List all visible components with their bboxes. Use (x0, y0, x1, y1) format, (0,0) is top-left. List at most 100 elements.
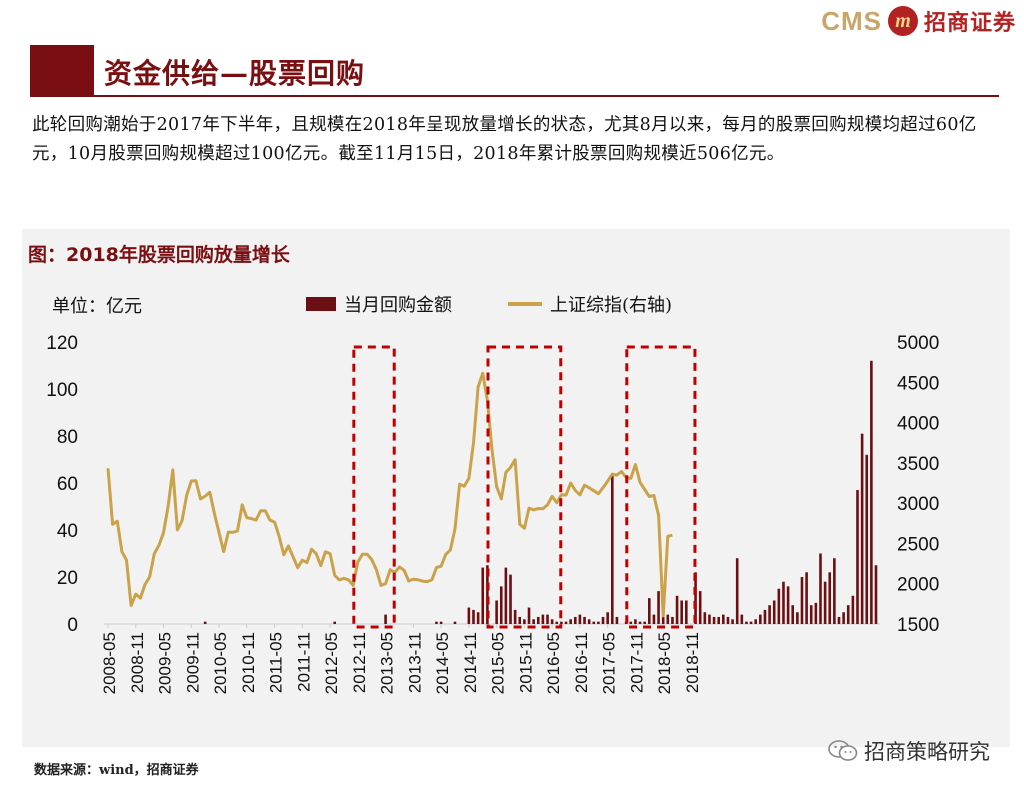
bar-mark (629, 621, 633, 624)
x-tick-label: 2012-05 (322, 632, 341, 694)
bar-mark (499, 586, 503, 624)
bar-mark (865, 454, 869, 624)
x-tick-label: 2015-11 (516, 632, 535, 693)
header-accent-block (30, 45, 94, 97)
x-tick-label: 2011-05 (267, 632, 286, 693)
right-tick-label: 5000 (897, 333, 939, 354)
summary-paragraph: 此轮回购潮始于2017年下半年，且规模在2018年呈现放量增长的状态，尤其8月以… (32, 115, 977, 164)
bar-mark (759, 614, 762, 624)
bar-mark (837, 616, 841, 624)
legend-line-label: 上证综指(右轴) (550, 295, 673, 316)
bar-mark (523, 619, 526, 624)
legend-line-swatch (508, 302, 542, 306)
bar-mark (828, 572, 832, 624)
bar-mark (439, 621, 443, 624)
right-tick-label: 1500 (897, 615, 939, 636)
bar-mark (763, 609, 767, 624)
bar-mark (768, 605, 771, 624)
right-tick-label: 3500 (897, 454, 939, 475)
bar-mark (657, 591, 660, 624)
x-tick-label: 2013-05 (378, 632, 397, 694)
watermark: 招商策略研究 (828, 736, 990, 766)
bar-mark (685, 600, 688, 624)
bar-mark (749, 621, 753, 624)
bar-mark (675, 595, 679, 624)
bar-mark (467, 607, 471, 624)
left-tick-label: 20 (57, 568, 78, 589)
source-note: 数据来源：wind，招商证券 (34, 763, 199, 778)
bar-mark (722, 614, 725, 624)
bar-mark (606, 612, 609, 624)
bar-mark (851, 595, 855, 624)
right-tick-label: 2500 (897, 534, 939, 555)
legend-bar-label: 当月回购金额 (344, 295, 452, 316)
x-tick-label: 2010-11 (239, 632, 258, 693)
bar-mark (203, 621, 207, 624)
left-tick-label: 60 (57, 474, 78, 495)
bar-mark (615, 616, 619, 624)
bar-mark (703, 612, 707, 624)
bar-mark (592, 621, 596, 624)
bar-mark (809, 605, 813, 624)
x-tick-label: 2018-11 (683, 632, 702, 693)
x-tick-label: 2009-11 (183, 632, 202, 693)
chart-title: 图：2018年股票回购放量增长 (28, 244, 290, 266)
bar-mark (860, 433, 864, 624)
bar-mark (652, 614, 656, 624)
bar-mark (666, 614, 670, 624)
highlight-box (625, 345, 697, 629)
legend-item-bars: 当月回购金额 (306, 291, 452, 317)
bar-mark (740, 614, 744, 624)
x-tick-label: 2014-05 (433, 632, 452, 694)
left-tick-label: 0 (67, 615, 78, 636)
bar-mark (476, 612, 480, 624)
legend-bar-swatch (306, 297, 336, 311)
bar-mark (486, 565, 489, 624)
bar-mark (735, 558, 739, 624)
bar-mark (726, 616, 730, 624)
bar-mark (698, 591, 702, 624)
bar-mark (796, 612, 799, 624)
highlight-box (352, 345, 396, 629)
bar-mark (518, 616, 522, 624)
left-tick-label: 40 (57, 521, 78, 542)
bar-mark (481, 567, 485, 624)
bar-mark (532, 619, 535, 624)
x-tick-label: 2010-05 (211, 632, 230, 694)
bar-mark (777, 588, 781, 624)
bar-mark (573, 616, 577, 624)
bar-mark (504, 567, 508, 624)
x-tick-label: 2014-11 (461, 632, 480, 693)
header-divider (94, 95, 999, 97)
bar-mark (384, 614, 387, 624)
bar-mark (870, 360, 873, 624)
bar-mark (509, 574, 512, 624)
bar-mark (541, 614, 545, 624)
bar-mark (527, 607, 531, 624)
bar-mark (671, 616, 674, 624)
bar-mark (819, 553, 822, 624)
x-tick-label: 2013-11 (405, 632, 424, 693)
bar-mark (680, 600, 683, 624)
bar-mark (536, 616, 540, 624)
bar-mark (597, 621, 600, 624)
bar-mark (833, 558, 836, 624)
x-tick-label: 2008-11 (128, 632, 147, 693)
x-tick-label: 2009-05 (156, 632, 175, 694)
left-tick-label: 120 (46, 333, 78, 354)
x-tick-label: 2011-11 (294, 632, 313, 692)
right-tick-label: 4500 (897, 373, 939, 394)
bar-mark (453, 621, 457, 624)
bar-mark (435, 621, 438, 624)
bar-mark (694, 572, 697, 624)
bar-mark (610, 473, 614, 624)
index-line-series (106, 371, 673, 618)
bar-mark (745, 621, 748, 624)
x-tick-label: 2018-05 (655, 632, 674, 694)
bar-mark (569, 619, 572, 624)
bar-mark (550, 619, 554, 624)
highlight-box (486, 345, 563, 629)
bar-mark (564, 621, 568, 624)
bar-mark (661, 616, 665, 624)
logo-company-name: 招商证券 (923, 10, 1016, 36)
